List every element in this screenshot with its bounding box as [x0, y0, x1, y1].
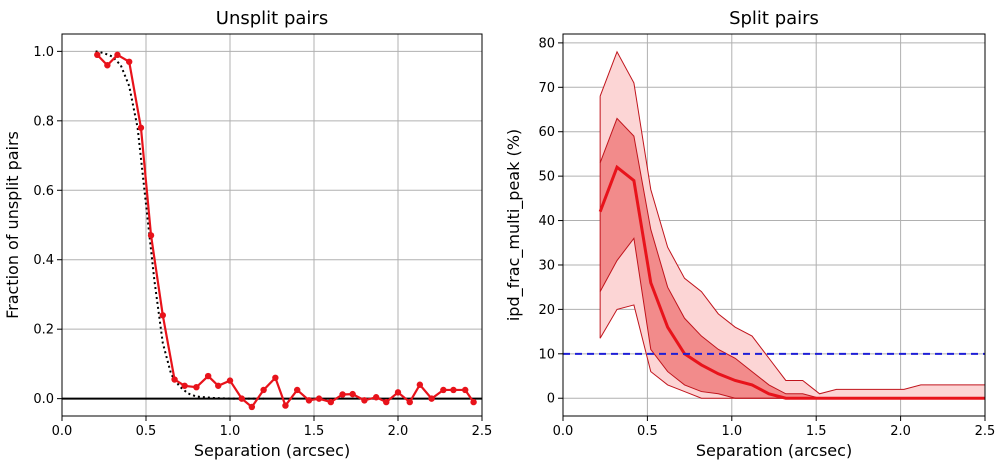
y-tick-label: 70: [538, 81, 555, 96]
x-tick-label: 0.0: [52, 424, 73, 439]
data-point: [215, 382, 222, 389]
y-tick-label: 20: [538, 303, 555, 318]
y-tick-label: 30: [538, 258, 555, 273]
data-point: [349, 390, 356, 398]
y-tick-label: 0.4: [33, 253, 54, 268]
data-point: [260, 386, 267, 394]
y-tick-label: 10: [538, 347, 555, 362]
data-point: [406, 398, 413, 406]
inner-band-area: [600, 118, 985, 399]
x-tick-label: 1.0: [220, 424, 241, 439]
data-point: [327, 398, 334, 406]
y-tick-label: 0.8: [33, 114, 54, 129]
unsplit-pairs-panel: 0.0 0.5 1.0 1.5 2.0 2.5 0.0 0.2 0.4 0.6 0.8 1.0 Uns…: [3, 8, 492, 460]
data-point: [272, 374, 279, 381]
unsplit-chart-title: Unsplit pairs: [216, 8, 328, 29]
y-tick-label: 1.0: [33, 45, 54, 60]
split-plot-area: [563, 50, 985, 400]
data-point: [159, 312, 166, 319]
data-point: [339, 391, 346, 398]
unsplit-plot-area: [62, 50, 482, 411]
unsplit-ticks: 0.0 0.5 1.0 1.5 2.0 2.5 0.0 0.2 0.4 0.6 0.8 1.0: [33, 45, 492, 439]
split-chart-title: Split pairs: [729, 8, 819, 29]
data-point: [114, 51, 121, 59]
data-point: [315, 395, 323, 402]
model-curve-line: [95, 50, 264, 400]
y-tick-label: 0.2: [33, 323, 54, 338]
y-tick-label: 60: [538, 125, 555, 140]
data-point: [94, 51, 101, 59]
unsplit-y-axis-label: Fraction of unsplit pairs: [3, 131, 22, 319]
data-point: [137, 124, 145, 131]
data-point: [238, 395, 245, 402]
data-point: [204, 372, 212, 380]
data-point: [394, 389, 402, 396]
y-tick-label: 0: [547, 392, 555, 407]
split-series-group: [563, 50, 985, 400]
data-point: [470, 398, 477, 406]
unsplit-series-group: [62, 50, 482, 411]
data-point: [450, 386, 457, 394]
y-tick-label: 80: [538, 36, 555, 51]
data-point: [416, 381, 424, 388]
data-point: [147, 232, 155, 239]
x-tick-label: 1.5: [806, 424, 827, 439]
unsplit-axes-frame: [61, 33, 483, 417]
split-axes-frame: [562, 33, 986, 417]
x-tick-label: 0.5: [136, 424, 157, 439]
split-pairs-panel: 0.0 0.5 1.0 1.5 2.0 2.5 0 10 20 30 40 50 60 70 80 Spli…: [504, 8, 995, 460]
unsplit-x-axis-label: Separation (arcsec): [194, 441, 350, 460]
x-tick-label: 0.0: [553, 424, 574, 439]
data-point: [193, 383, 200, 391]
data-point: [428, 395, 435, 402]
data-point: [294, 386, 301, 394]
data-point: [248, 403, 256, 411]
y-tick-label: 50: [538, 170, 555, 185]
split-y-axis-label: ipd_frac_multi_peak (%): [504, 129, 524, 321]
unsplit-grid: [61, 34, 483, 416]
x-tick-label: 0.5: [637, 424, 658, 439]
data-point: [305, 397, 313, 404]
data-series-line: [96, 53, 475, 409]
data-point: [171, 376, 178, 383]
y-tick-label: 0.6: [33, 184, 54, 199]
data-point: [440, 386, 447, 394]
data-point: [372, 394, 380, 401]
x-tick-label: 2.5: [472, 424, 493, 439]
median-line: [598, 164, 985, 400]
x-tick-label: 2.0: [388, 424, 409, 439]
data-point: [462, 386, 469, 394]
y-tick-label: 0.0: [33, 392, 54, 407]
data-point: [383, 398, 390, 406]
y-tick-label: 40: [538, 214, 555, 229]
x-tick-label: 2.0: [890, 424, 911, 439]
x-tick-label: 1.5: [304, 424, 325, 439]
data-point: [126, 58, 133, 65]
split-x-axis-label: Separation (arcsec): [696, 441, 852, 460]
x-tick-label: 2.5: [975, 424, 996, 439]
x-tick-label: 1.0: [721, 424, 742, 439]
data-point: [361, 397, 368, 404]
data-point: [104, 62, 111, 69]
outer-band-area: [600, 51, 985, 399]
data-point: [226, 377, 234, 384]
split-ticks: 0.0 0.5 1.0 1.5 2.0 2.5 0 10 20 30 40 50 60 70 80: [538, 36, 995, 439]
data-point: [282, 402, 289, 409]
band-edge-line: [599, 50, 985, 395]
data-point: [181, 382, 188, 389]
